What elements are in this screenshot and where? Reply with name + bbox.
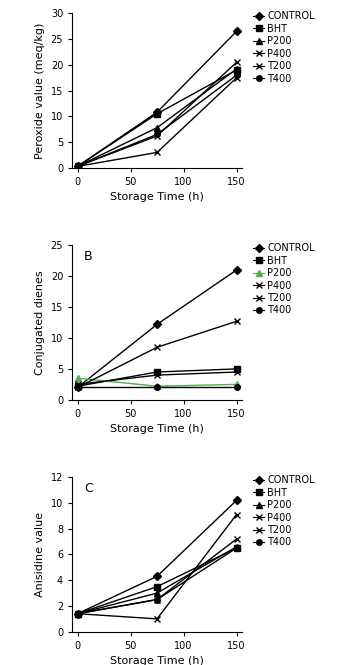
Y-axis label: Anisidine value: Anisidine value: [35, 512, 45, 597]
Legend: CONTROL, BHT, P200, P400, T200, T400: CONTROL, BHT, P200, P400, T200, T400: [252, 11, 316, 84]
Legend: CONTROL, BHT, P200, P400, T200, T400: CONTROL, BHT, P200, P400, T200, T400: [252, 474, 316, 549]
Legend: CONTROL, BHT, P200, P400, T200, T400: CONTROL, BHT, P200, P400, T200, T400: [252, 242, 316, 317]
X-axis label: Storage Time (h): Storage Time (h): [110, 656, 204, 665]
Y-axis label: Conjugated dienes: Conjugated dienes: [35, 270, 45, 375]
Text: B: B: [84, 250, 93, 263]
Text: C: C: [84, 481, 93, 495]
X-axis label: Storage Time (h): Storage Time (h): [110, 192, 204, 203]
Y-axis label: Peroxide value (meq/kg): Peroxide value (meq/kg): [35, 23, 45, 159]
X-axis label: Storage Time (h): Storage Time (h): [110, 424, 204, 434]
